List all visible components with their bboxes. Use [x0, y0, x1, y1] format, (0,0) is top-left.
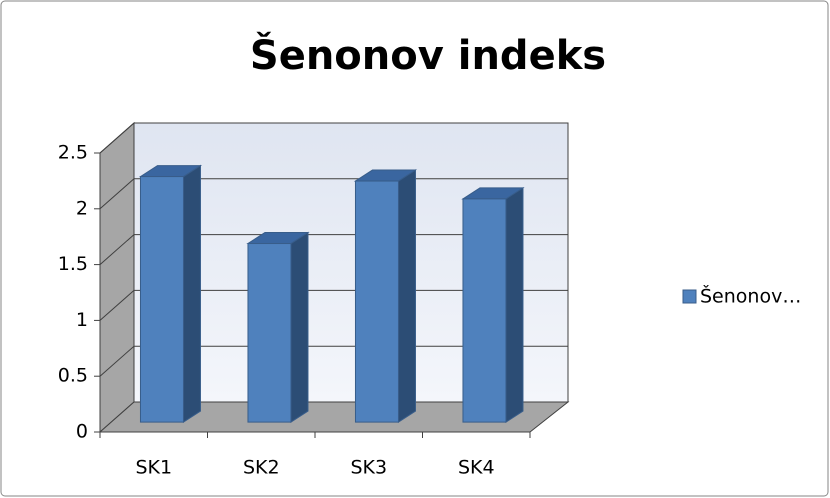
x-tick-label: SK1 — [135, 457, 172, 479]
side-wall — [99, 121, 135, 434]
x-tick-label: SK3 — [350, 457, 387, 479]
grid-line — [99, 345, 568, 377]
y-tick-label: 0 — [76, 421, 88, 443]
bar — [246, 231, 310, 424]
x-tick-label: SK2 — [243, 457, 280, 479]
y-tick-label: 1 — [76, 309, 88, 331]
floor — [98, 401, 570, 433]
grid-line — [99, 289, 568, 321]
bar-side — [182, 164, 201, 424]
bar — [353, 169, 418, 424]
grid-line — [99, 234, 568, 265]
legend-swatch — [682, 289, 697, 304]
y-tick-label: 2.5 — [58, 142, 88, 164]
bar-front — [139, 176, 184, 423]
bar-front — [354, 180, 399, 423]
bar-side — [505, 186, 524, 424]
x-tick-label: SK4 — [458, 457, 495, 479]
bar-front — [247, 243, 292, 423]
grid-line — [99, 178, 568, 210]
bar-side — [397, 169, 416, 424]
bar — [138, 164, 203, 424]
bar — [461, 186, 525, 424]
y-tick-label: 2 — [76, 197, 88, 219]
y-tick-label: 0.5 — [58, 365, 88, 387]
chart-title: Šenonov indeks — [250, 31, 606, 79]
bar-side — [290, 231, 309, 424]
bar-front — [462, 198, 507, 423]
y-tick-label: 1.5 — [58, 253, 88, 275]
grid-line — [99, 122, 568, 154]
legend-label: Šenonov… — [700, 284, 801, 308]
